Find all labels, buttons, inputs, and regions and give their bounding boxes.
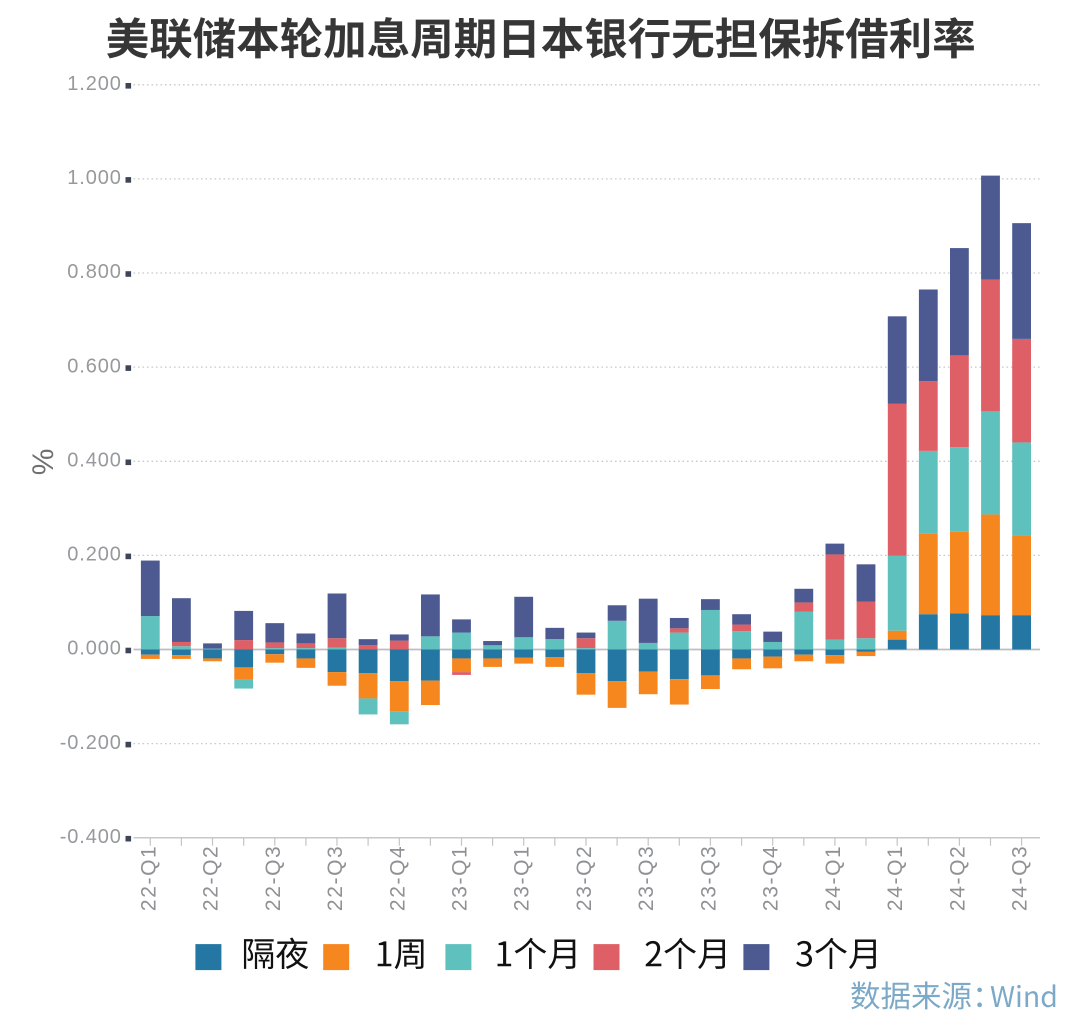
svg-text:24-Q2: 24-Q2 <box>946 845 969 911</box>
svg-text:%: % <box>27 449 60 476</box>
svg-text:23-Q1: 23-Q1 <box>511 845 534 911</box>
svg-text:0.600: 0.600 <box>67 355 122 377</box>
svg-text:22-Q3: 22-Q3 <box>262 845 285 911</box>
svg-text:0.400: 0.400 <box>67 450 122 472</box>
svg-text:0.000: 0.000 <box>67 638 122 660</box>
svg-text:0.200: 0.200 <box>67 544 122 566</box>
svg-text:1.000: 1.000 <box>67 167 122 189</box>
svg-text:1.200: 1.200 <box>67 73 122 95</box>
svg-text:23-Q4: 23-Q4 <box>760 845 783 911</box>
svg-text:22-Q3: 22-Q3 <box>324 845 347 911</box>
svg-text:0.800: 0.800 <box>67 261 122 283</box>
svg-text:23-Q1: 23-Q1 <box>449 845 472 911</box>
svg-text:24-Q1: 24-Q1 <box>884 845 907 911</box>
svg-text:22-Q2: 22-Q2 <box>200 845 223 911</box>
svg-text:23-Q3: 23-Q3 <box>697 845 720 911</box>
svg-text:23-Q3: 23-Q3 <box>635 845 658 911</box>
svg-text:24-Q3: 24-Q3 <box>1009 845 1032 911</box>
svg-text:22-Q1: 22-Q1 <box>137 845 160 911</box>
svg-text:22-Q4: 22-Q4 <box>386 845 409 911</box>
svg-text:23-Q2: 23-Q2 <box>573 845 596 911</box>
svg-text:-0.400: -0.400 <box>60 826 122 848</box>
svg-text:24-Q1: 24-Q1 <box>822 845 845 911</box>
svg-text:-0.200: -0.200 <box>60 732 122 754</box>
